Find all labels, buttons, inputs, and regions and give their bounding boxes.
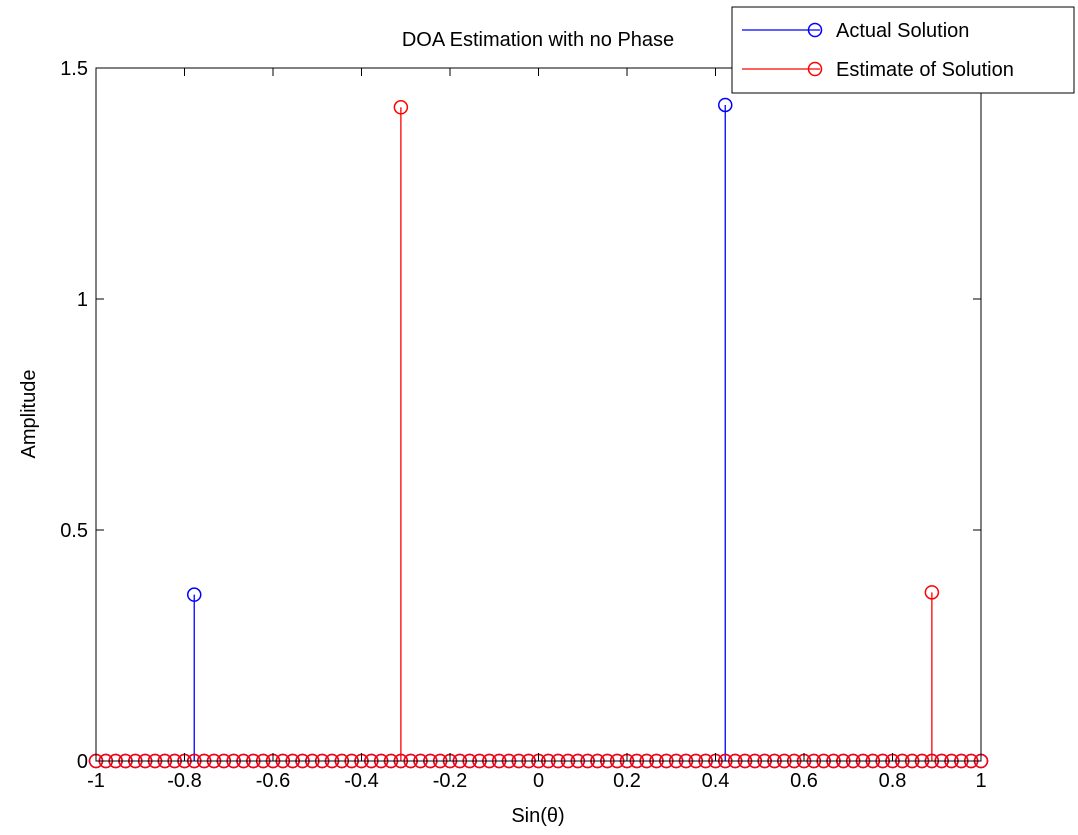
plot-area: [96, 68, 981, 761]
ticks-layer: -1 -0.8 -0.6 -0.4 -0.2 0 0.2 0.4 0.6 0.8 1 0 0.5 1 1.5: [60, 58, 986, 792]
x-tick-label: -0.8: [167, 770, 201, 792]
estimate-marker: [393, 100, 409, 115]
y-tick-label: 0: [77, 751, 88, 773]
chart-title: DOA Estimation with no Phase: [402, 29, 674, 51]
x-tick-label: 0.4: [702, 770, 730, 792]
x-tick-label: -0.6: [256, 770, 290, 792]
y-axis-label: Amplitude: [18, 370, 40, 459]
legend-box: [731, 6, 1075, 94]
x-tick-label: -1: [87, 770, 105, 792]
x-tick-label: 0.2: [613, 770, 641, 792]
actual-marker: [717, 97, 733, 113]
estimate-marker: [924, 585, 940, 600]
x-axis-label: Sin(θ): [511, 805, 564, 827]
legend-label-actual: Actual Solution: [836, 20, 969, 42]
x-tick-label: 1: [975, 770, 986, 792]
legend-marker-actual: [807, 22, 823, 38]
x-tick-label: -0.4: [344, 770, 378, 792]
x-tick-label: 0: [533, 770, 544, 792]
actual-marker: [186, 587, 202, 602]
x-tick-label: 0.6: [790, 770, 818, 792]
y-tick-label: 1.5: [60, 58, 88, 80]
y-tick-label: 1: [77, 289, 88, 311]
legend: Actual Solution Estimate of Solution: [731, 6, 1075, 94]
stems-layer: [193, 104, 933, 761]
legend-marker-estimate: [807, 61, 823, 77]
x-tick-label: -0.2: [433, 770, 467, 792]
legend-label-estimate: Estimate of Solution: [836, 59, 1014, 81]
x-tick-label: 0.8: [879, 770, 907, 792]
y-tick-label: 0.5: [60, 520, 88, 542]
